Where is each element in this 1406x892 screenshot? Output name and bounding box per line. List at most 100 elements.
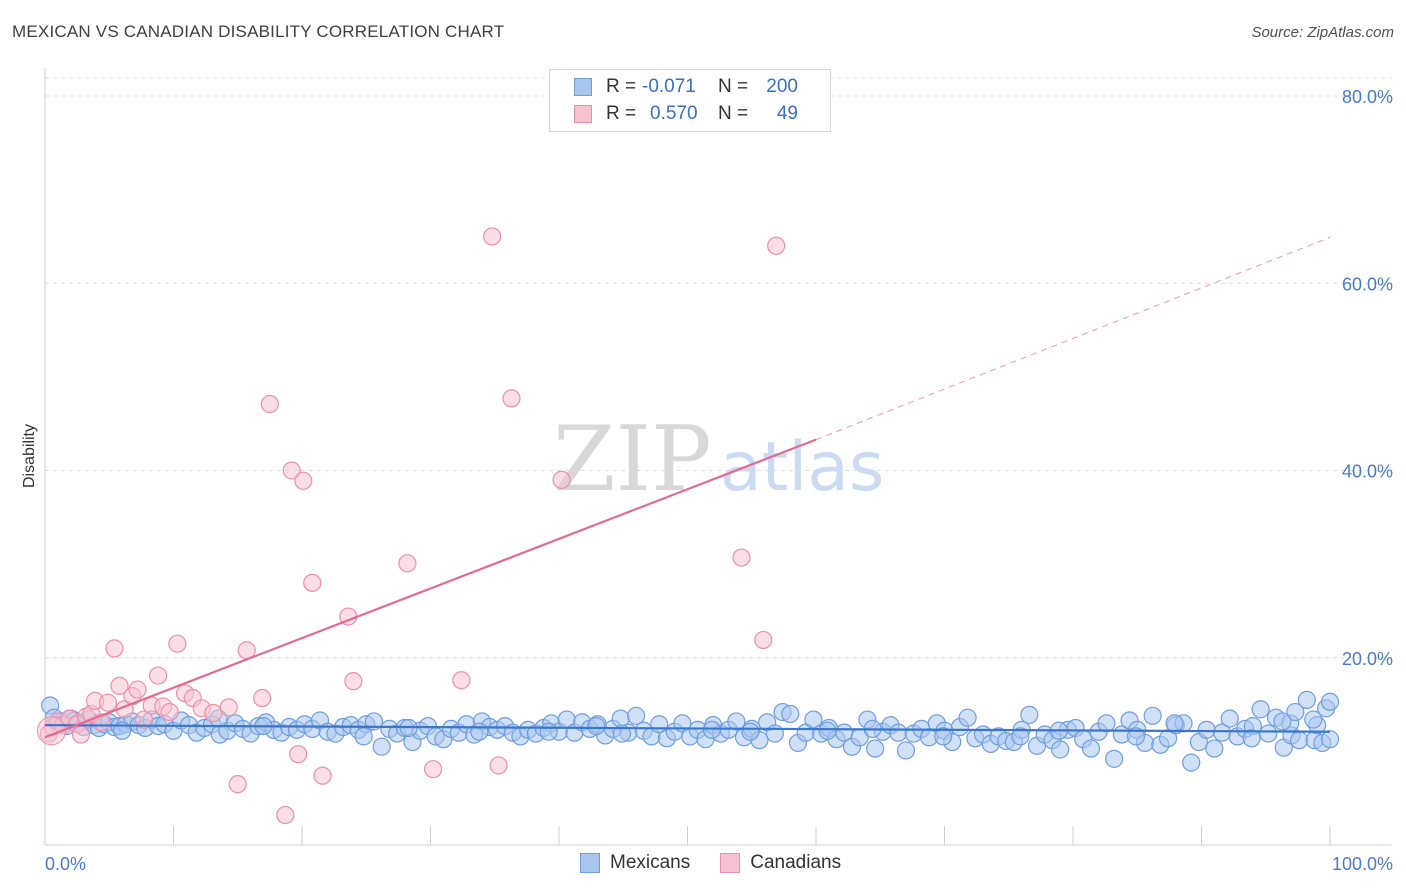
canadians-point [98,693,118,712]
canadians-point [732,548,751,567]
y-tick-labels: 20.0% 40.0% 60.0% 80.0% [1342,87,1393,669]
canadians-points [36,227,786,825]
series-legend: Mexicans Canadians [580,852,871,874]
mexicans-point [354,727,373,746]
source-label: Source: ZipAtlas.com [1251,24,1394,41]
canadians-point [303,573,322,592]
mexicans-point [1143,706,1162,725]
mexicans-point [372,737,391,756]
chart-title: MEXICAN VS CANADIAN DISABILITY CORRELATI… [12,22,505,41]
mexicans-point [866,739,885,758]
canadians-point [128,680,147,699]
mexicans-point [818,721,837,740]
mexicans-point [626,706,646,725]
canadians-point [483,227,502,246]
canadians-point [276,805,295,825]
mexicans-point [1081,739,1101,758]
mexicans-point [934,727,953,746]
mexicans-point [896,741,916,760]
canadians-point [219,698,238,717]
canadians-point [148,666,168,685]
mexicans-point [364,712,384,731]
legend-row-canadians: R = 0.570 N = 49 [574,102,798,126]
swatch-canadians [720,853,741,873]
watermark-zip: ZIP [553,407,712,512]
swatch-mexicans [580,853,600,873]
mexicans-point [1286,702,1305,722]
legend-swatch-mexicans [574,78,592,96]
mexicans-point [781,704,800,724]
watermark-atlas: atlas [720,428,884,507]
mexicans-point [1273,712,1292,731]
canadians-trend-line [44,438,817,739]
mexicans-point [1320,692,1340,711]
mexicans-point [765,724,784,743]
canadians-point [160,702,179,722]
y-tick-label: 60.0% [1342,274,1393,294]
mexicans-point [1097,714,1116,733]
mexicans-point [1126,727,1146,746]
canadians-point [110,676,129,695]
legend-n-value: 200 [766,76,798,97]
mexicans-point [1165,714,1184,733]
legend-row-mexicans: R = -0.071 N = 200 [574,75,798,99]
canadians-point [452,671,471,690]
legend-r-value: -0.071 [642,76,696,97]
x-tick-label: 0.0% [45,854,86,874]
trend-lines [44,236,1331,739]
mexicans-point [741,722,760,741]
mexicans-point [1051,740,1070,759]
mexicans-point [1220,709,1239,728]
y-tick-label: 20.0% [1342,649,1393,669]
canadians-point [313,766,332,785]
canadians-point [228,775,247,794]
legend-n-label: N = [718,103,749,124]
mexicans-point [702,720,722,739]
mexicans-trend-line [44,724,1331,733]
canadians-point [502,389,521,408]
canadians-point [282,461,301,480]
canadians-point [134,710,154,729]
mexicans-point [612,724,632,743]
grid-lines [45,77,1392,659]
canadians-point [767,236,786,255]
y-axis-title: Disability [21,424,38,488]
canadians-point [105,639,124,658]
mexicans-point [1290,731,1309,750]
mexicans-point [1259,724,1278,743]
mexicans-point [1320,730,1340,749]
mexicans-point [1251,700,1270,719]
mexicans-point [1105,749,1124,768]
canadians-point [204,703,223,723]
canadians-point [423,760,443,779]
mexicans-point [1182,753,1201,772]
canadians-trend-extension [815,236,1331,441]
canadians-point [489,756,508,775]
axes [44,68,1392,846]
canadians-point [36,716,66,746]
legend-label-mexicans: Mexicans [610,852,691,873]
canadians-point [289,745,308,764]
mexicans-point [1197,720,1216,739]
canadians-point [754,630,773,650]
mexicans-point [1205,739,1224,758]
canadians-point [344,672,363,691]
legend-label-canadians: Canadians [750,852,842,873]
x-tick-label: 100.0% [1332,854,1393,874]
legend-item-mexicans: Mexicans [580,852,690,874]
correlation-legend: R = -0.071 N = 200 R = 0.570 N = 49 [549,69,831,132]
mexicans-point [1011,727,1030,746]
legend-item-canadians: Canadians [720,852,841,874]
canadians-point [253,688,272,708]
mexicans-point [889,723,908,742]
legend-r-value: 0.570 [650,103,698,124]
canadians-point [552,470,571,489]
mexicans-point [1020,705,1039,724]
mexicans-point [958,708,977,727]
mexicans-point [1242,729,1261,748]
mexicans-point [1297,690,1316,709]
mexicans-point [727,712,746,731]
legend-r-label: R = [606,76,637,97]
legend-n-label: N = [718,76,749,97]
